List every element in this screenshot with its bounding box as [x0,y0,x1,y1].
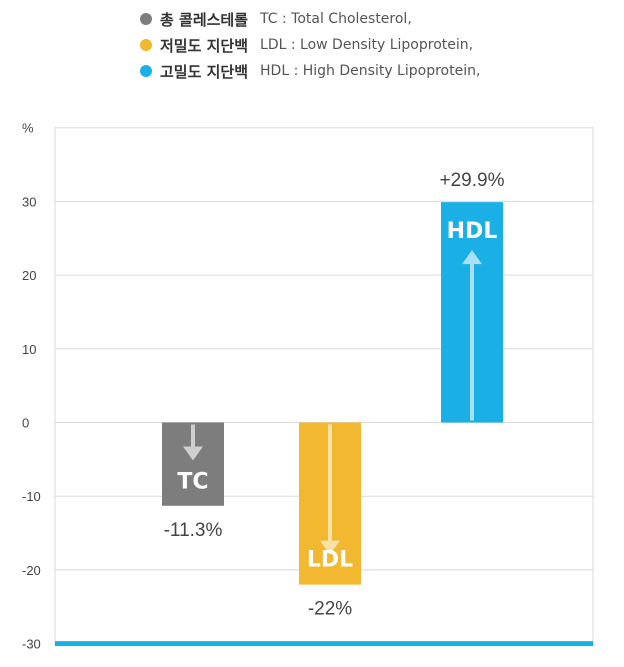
y-tick-label: -20 [22,563,41,578]
legend-dot-ldl [140,39,152,51]
y-axis-unit-label: % [22,121,34,136]
data-label-tc: -11.3% [164,520,223,541]
y-tick-label: 20 [22,268,36,283]
y-tick-label: -30 [22,637,41,652]
legend-english-ldl: LDL : Low Density Lipoprotein, [260,37,474,53]
legend-english-tc: TC : Total Cholesterol, [260,11,412,27]
arrow-up-icon [462,250,482,265]
y-tick-label: 10 [22,342,36,357]
bar-name-label-hdl: HDL [447,219,498,244]
legend-item-tc: 총 콜레스테롤 TC : Total Cholesterol, [140,6,480,32]
legend-korean-ldl: 저밀도 지단백 [160,36,249,55]
y-tick-label: 30 [22,194,36,209]
legend-dot-tc [140,13,152,25]
legend-english-hdl: HDL : High Density Lipoprotein, [260,63,481,79]
legend-dot-hdl [140,65,152,77]
y-tick-label: 0 [22,416,29,431]
legend-item-hdl: 고밀도 지단백 HDL : High Density Lipoprotein, [140,58,480,84]
legend: 총 콜레스테롤 TC : Total Cholesterol, 저밀도 지단백 … [140,6,480,84]
arrow-down-icon [320,540,340,555]
bar-name-label-ldl: LDL [307,548,353,573]
data-label-ldl: -22% [308,599,352,620]
legend-korean-tc: 총 콜레스테롤 [160,10,249,29]
data-label-hdl: +29.9% [440,170,505,191]
legend-korean-hdl: 고밀도 지단백 [160,62,249,81]
legend-item-ldl: 저밀도 지단백 LDL : Low Density Lipoprotein, [140,32,480,58]
bar-name-label-tc: TC [177,470,208,495]
y-tick-label: -10 [22,489,41,504]
arrow-down-icon [183,446,203,461]
